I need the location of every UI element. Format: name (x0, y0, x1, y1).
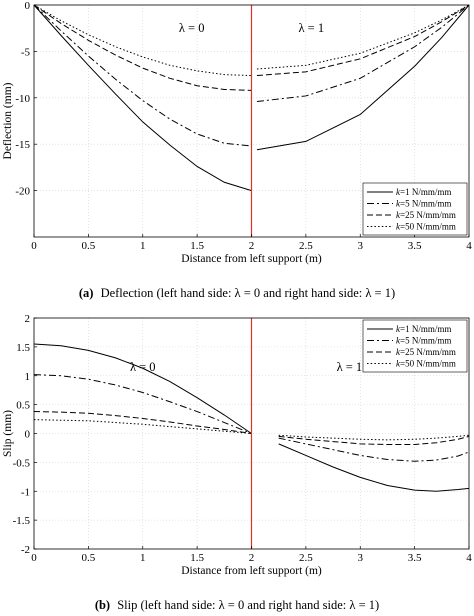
caption-b-text: Slip (left hand side: λ = 0 and right ha… (117, 598, 379, 612)
chart-a-ytick-label-4: -20 (15, 186, 30, 198)
chart-b-ytick-label-3: 0.5 (16, 400, 30, 412)
chart-b-region-label-2: λ = 1 (337, 360, 363, 374)
chart-b-series-1-line-part-2 (278, 443, 470, 492)
chart-a-series-2-line-part-2 (256, 4, 470, 103)
chart-a-series-3-line-part-1 (33, 4, 252, 91)
chart-a-xtick-label-1: 0.5 (82, 240, 96, 252)
chart-a-legend-label-3: k=25 N/mm/mm (396, 210, 456, 220)
chart-b-xtick-label-2: 1 (140, 552, 146, 564)
chart-b-xtick-label-5: 2.5 (299, 552, 313, 564)
chart-b-x-axis-label: Distance from left support (m) (181, 565, 322, 577)
chart-a-xtick-label-7: 3.5 (408, 240, 422, 252)
chart-a-series-3-line-part-2 (256, 4, 470, 77)
chart-a-xtick-label-8: 4 (466, 240, 472, 252)
chart-a-ytick-label-1: -5 (21, 46, 31, 58)
chart-a-legend-label-1: k=1 N/mm/mm (396, 187, 451, 197)
chart-b-xtick-label-3: 1.5 (190, 552, 204, 564)
chart-a-xtick-label-6: 3 (358, 240, 364, 252)
chart-a-ytick-label-3: -15 (15, 139, 30, 151)
chart-b-ytick-label-1: 1.5 (16, 342, 30, 354)
chart-a-xtick-label-3: 1.5 (190, 240, 204, 252)
chart-b-xtick-label-0: 0 (31, 552, 37, 564)
chart-b-series-4-line-part-1 (33, 419, 252, 434)
chart-b-ytick-label-2: 1 (25, 371, 31, 383)
chart-b-legend-label-4: k=50 N/mm/mm (396, 359, 456, 369)
chart-a-region-label-2: λ = 1 (299, 21, 325, 35)
chart-b-xtick-label-1: 0.5 (82, 552, 96, 564)
chart-b-series-2-line-part-2 (278, 437, 470, 462)
chart-b-ytick-label-6: -1 (21, 486, 30, 498)
chart-a-series-4-line-part-2 (256, 4, 470, 70)
chart-b-series-3-line-part-2 (278, 435, 470, 445)
chart-a-x-axis-label: Distance from left support (m) (181, 253, 322, 265)
caption-b: (b) Slip (left hand side: λ = 0 and righ… (95, 598, 379, 612)
deflection-chart: 0 0.5 1 1.5 2 2.5 3 3.5 4 0 -5 -10 -15 -20 Distance fr… (2, 0, 472, 265)
chart-a-xtick-label-4: 2 (249, 240, 255, 252)
chart-b-ytick-label-5: -0.5 (13, 457, 31, 469)
chart-a-xtick-label-0: 0 (31, 240, 37, 252)
chart-b-legend-label-2: k=5 N/mm/mm (396, 336, 451, 346)
chart-b-ytick-label-8: -2 (21, 544, 30, 556)
chart-b-y-axis-label: Slip (mm) (2, 410, 14, 457)
caption-a-text: Deflection (left hand side: λ = 0 and ri… (101, 286, 396, 300)
chart-b-ytick-label-7: -1.5 (13, 515, 31, 527)
caption-a-tag: (a) (79, 286, 94, 300)
chart-b-xtick-label-7: 3.5 (408, 552, 422, 564)
chart-a-xtick-label-5: 2.5 (299, 240, 313, 252)
chart-a-ytick-label-2: -10 (15, 93, 30, 105)
chart-b-xtick-label-6: 3 (358, 552, 364, 564)
chart-a-legend-label-4: k=50 N/mm/mm (396, 222, 456, 232)
chart-b-series-1-line-part-1 (33, 343, 252, 434)
chart-b-ytick-label-4: 0 (25, 429, 31, 441)
caption-b-tag: (b) (95, 598, 110, 612)
chart-a-legend: k=1 N/mm/mm k=5 N/mm/mmk=25 N/mm/mm k=50 N… (362, 182, 468, 236)
caption-a: (a) Deflection (left hand side: λ = 0 an… (79, 286, 395, 300)
chart-a-legend-label-2: k=5 N/mm/mm (396, 199, 451, 209)
chart-b-legend: k=1 N/mm/mm k=5 N/mm/mmk=25 N/mm/mm k=50 N… (362, 319, 468, 373)
chart-b-legend-label-1: k=1 N/mm/mm (396, 324, 451, 334)
chart-a-series-2-line-part-1 (33, 4, 252, 147)
chart-b-region-label-1: λ = 0 (130, 360, 156, 374)
chart-b-xtick-label-4: 2 (249, 552, 255, 564)
chart-a-xtick-label-2: 1 (140, 240, 146, 252)
chart-a-series-4-line-part-1 (33, 4, 252, 77)
chart-b-series-3-line-part-1 (33, 411, 252, 434)
chart-b-series-2-line-part-1 (33, 374, 252, 434)
chart-a-ytick-label-0: 0 (25, 0, 31, 12)
chart-a-region-label-1: λ = 0 (179, 21, 205, 35)
chart-a-series-1-line-part-1 (33, 4, 252, 192)
slip-chart: 0 0.5 1 1.5 2 2.5 3 3.5 4 2 1.5 1 0.5 0 -0.5 -1 -1.5 -2 Di… (2, 313, 472, 577)
chart-b-xtick-label-8: 4 (466, 552, 472, 564)
chart-a-series-1-line-part-2 (256, 4, 470, 151)
chart-b-legend-label-3: k=25 N/mm/mm (396, 347, 456, 357)
chart-b-ytick-label-0: 2 (25, 313, 31, 325)
chart-a-y-axis-label: Deflection (mm) (2, 82, 14, 159)
